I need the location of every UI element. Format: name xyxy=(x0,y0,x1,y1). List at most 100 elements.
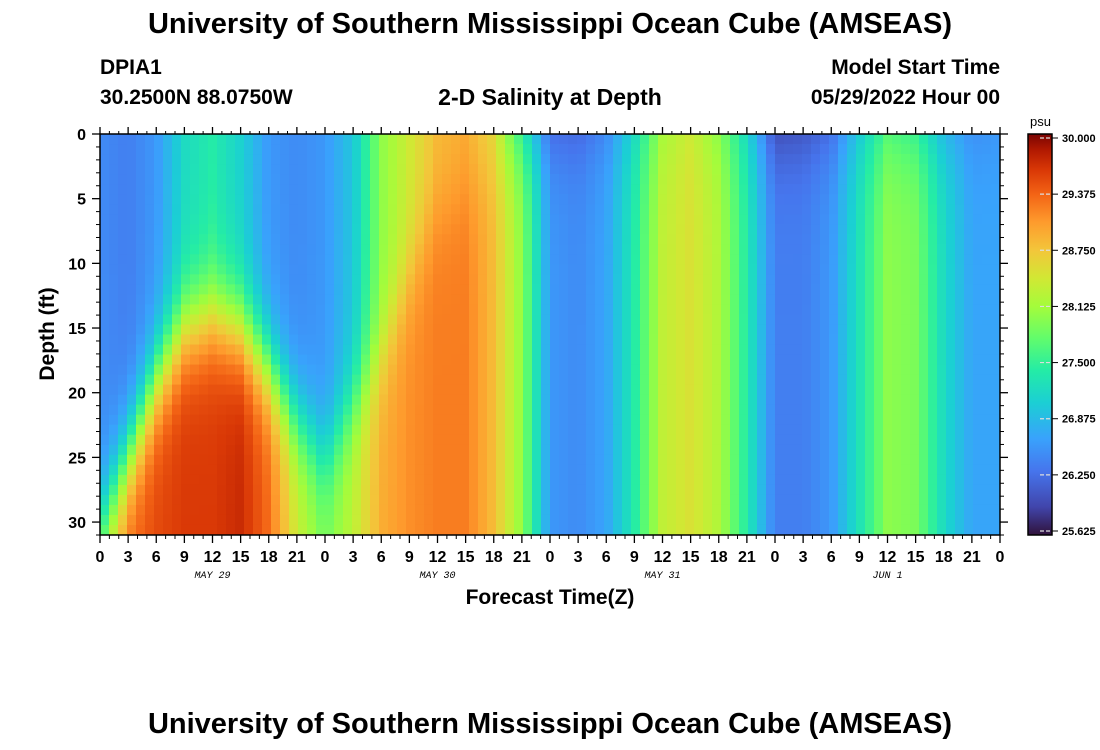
heatmap-cell xyxy=(280,164,290,175)
heatmap-cell xyxy=(964,264,974,275)
heatmap-cell xyxy=(226,324,236,336)
heatmap-cell xyxy=(316,424,326,436)
heatmap-cell xyxy=(649,284,659,296)
heatmap-cell xyxy=(667,474,677,486)
heatmap-cell xyxy=(388,464,398,476)
heatmap-cell xyxy=(433,434,443,446)
heatmap-cell xyxy=(766,204,776,215)
heatmap-cell xyxy=(721,144,731,155)
heatmap-cell xyxy=(784,204,794,215)
heatmap-cell xyxy=(280,324,290,336)
heatmap-cell xyxy=(559,494,569,506)
heatmap-cell xyxy=(658,164,668,175)
heatmap-cell xyxy=(946,504,956,516)
heatmap-cell xyxy=(829,214,839,225)
heatmap-cell xyxy=(316,454,326,466)
heatmap-cell xyxy=(829,474,839,486)
heatmap-cell xyxy=(793,474,803,486)
heatmap-cell xyxy=(892,294,902,306)
heatmap-cell xyxy=(325,434,335,446)
heatmap-cell xyxy=(730,304,740,316)
heatmap-cell xyxy=(712,334,722,346)
heatmap-cell xyxy=(289,154,299,165)
heatmap-cell xyxy=(217,444,227,456)
heatmap-cell xyxy=(748,384,758,396)
heatmap-cell xyxy=(415,294,425,306)
heatmap-cell xyxy=(910,194,920,205)
heatmap-cell xyxy=(226,354,236,366)
heatmap-cell xyxy=(694,354,704,366)
heatmap-cell xyxy=(991,234,1000,245)
heatmap-cell xyxy=(388,194,398,205)
heatmap-cell xyxy=(919,164,929,175)
heatmap-cell xyxy=(631,474,641,486)
heatmap-cell xyxy=(991,264,1000,275)
x-tick-label: 15 xyxy=(232,549,250,566)
heatmap-cell xyxy=(388,354,398,366)
heatmap-cell xyxy=(622,504,632,516)
heatmap-cell xyxy=(694,454,704,466)
heatmap-cell xyxy=(622,324,632,336)
heatmap-cell xyxy=(217,314,227,326)
heatmap-cell xyxy=(919,454,929,466)
heatmap-cell xyxy=(604,224,614,235)
heatmap-cell xyxy=(973,394,983,406)
heatmap-cell xyxy=(559,474,569,486)
heatmap-cell xyxy=(685,334,695,346)
heatmap-cell xyxy=(640,444,650,456)
heatmap-cell xyxy=(757,414,767,426)
heatmap-cell xyxy=(433,284,443,296)
heatmap-cell xyxy=(190,414,200,426)
heatmap-cell xyxy=(469,134,479,145)
heatmap-cell xyxy=(901,444,911,456)
heatmap-cell xyxy=(856,464,866,476)
heatmap-cell xyxy=(928,324,938,336)
heatmap-cell xyxy=(361,264,371,275)
heatmap-cell xyxy=(307,164,317,175)
heatmap-cell xyxy=(910,184,920,195)
heatmap-cell xyxy=(235,394,245,406)
heatmap-cell xyxy=(847,214,857,225)
day-labels: MAY 29 MAY 30 MAY 31 JUN 1 xyxy=(194,571,902,582)
heatmap-cell xyxy=(775,404,785,416)
heatmap-cell xyxy=(595,384,605,396)
heatmap-cell xyxy=(631,464,641,476)
heatmap-cell xyxy=(811,194,821,205)
heatmap-cell xyxy=(577,204,587,215)
heatmap-cell xyxy=(712,224,722,235)
heatmap-cell xyxy=(694,274,704,285)
heatmap-cell xyxy=(361,334,371,346)
heatmap-cell xyxy=(721,134,731,145)
heatmap-cell xyxy=(856,174,866,185)
heatmap-cell xyxy=(928,434,938,446)
heatmap-cell xyxy=(343,144,353,155)
heatmap-cell xyxy=(325,414,335,426)
heatmap-cell xyxy=(865,294,875,306)
heatmap-cell xyxy=(739,324,749,336)
heatmap-cell xyxy=(793,164,803,175)
heatmap-cell xyxy=(595,524,605,535)
heatmap-cell xyxy=(892,494,902,506)
heatmap-cell xyxy=(685,164,695,175)
heatmap-cell xyxy=(883,164,893,175)
heatmap-cell xyxy=(244,194,254,205)
heatmap-cell xyxy=(370,444,380,456)
heatmap-cell xyxy=(172,384,182,396)
heatmap-cell xyxy=(892,434,902,446)
heatmap-cell xyxy=(478,144,488,155)
heatmap-cell xyxy=(334,284,344,296)
heatmap-cell xyxy=(172,404,182,416)
heatmap-cell xyxy=(163,134,173,145)
heatmap-cell xyxy=(721,154,731,165)
heatmap-cell xyxy=(676,424,686,436)
heatmap-cell xyxy=(856,184,866,195)
heatmap-cell xyxy=(469,504,479,516)
heatmap-cell xyxy=(622,434,632,446)
heatmap-cell xyxy=(802,514,812,526)
heatmap-cell xyxy=(397,264,407,275)
heatmap-cell xyxy=(514,144,524,155)
heatmap-cell xyxy=(460,144,470,155)
heatmap-cell xyxy=(127,214,137,225)
heatmap-cell xyxy=(262,474,272,486)
heatmap-cell xyxy=(370,484,380,496)
